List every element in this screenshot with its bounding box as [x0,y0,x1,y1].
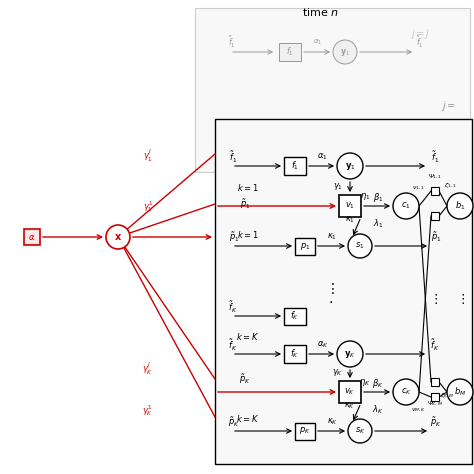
Text: $\eta_1$: $\eta_1$ [360,191,370,201]
Text: $\lambda_1$: $\lambda_1$ [373,218,383,230]
Text: $\gamma_K$: $\gamma_K$ [332,367,344,379]
Bar [215,119,472,464]
Text: $\eta_K$: $\eta_K$ [359,376,371,388]
Bar [431,393,439,401]
Bar [431,187,439,195]
Text: $\Psi_{K,M}$: $\Psi_{K,M}$ [427,400,443,408]
Circle shape [348,419,372,443]
Circle shape [348,234,372,258]
Text: $\beta_1$: $\beta_1$ [373,191,383,203]
Circle shape [447,193,473,219]
Text: $\kappa_K$: $\kappa_K$ [345,401,356,411]
Text: $\gamma_1^J$: $\gamma_1^J$ [143,148,153,164]
Text: $k = K$: $k = K$ [237,331,260,343]
Text: $\tilde{p}_K$: $\tilde{p}_K$ [239,372,251,386]
Bar [295,422,315,439]
Bar [284,345,306,363]
Text: $k = 1$: $k = 1$ [237,182,259,192]
Text: $\beta_K$: $\beta_K$ [372,376,384,390]
Bar [339,381,361,403]
Circle shape [337,153,363,179]
Text: $\kappa_1$: $\kappa_1$ [328,232,337,242]
Text: $p_1$: $p_1$ [300,240,310,252]
Text: $f_K$: $f_K$ [291,348,300,360]
Circle shape [337,341,363,367]
Text: $c_K$: $c_K$ [401,387,411,397]
Text: $\tilde{f}_1$: $\tilde{f}_1$ [431,149,439,164]
Text: $f_K$: $f_K$ [291,310,300,322]
Bar [295,237,315,255]
Text: $\nu_{1,1}$: $\nu_{1,1}$ [411,184,424,191]
Text: $s_1$: $s_1$ [355,241,365,251]
Text: $v_K$: $v_K$ [345,387,356,397]
Text: $\vdots$: $\vdots$ [456,292,465,306]
Bar [24,229,40,245]
Circle shape [393,193,419,219]
Text: $\alpha_1$: $\alpha_1$ [313,37,322,46]
Text: $k = K$: $k = K$ [237,413,260,425]
Text: $v_1$: $v_1$ [345,201,355,211]
Text: $s_K$: $s_K$ [355,426,365,436]
Text: $\tilde{f}_1$: $\tilde{f}_1$ [228,35,236,50]
Text: $p_K$: $p_K$ [299,426,311,437]
Text: $\nu_{M,K}$: $\nu_{M,K}$ [410,406,425,414]
Text: $\mathbf{y}_K$: $\mathbf{y}_K$ [344,348,356,359]
Text: $\tilde{f}_1$: $\tilde{f}_1$ [416,35,424,50]
Bar [431,378,439,386]
Circle shape [106,225,130,249]
Text: $\tilde{p}_1$: $\tilde{p}_1$ [431,230,441,244]
Text: $k = 1$: $k = 1$ [237,228,259,239]
Bar [339,195,361,217]
Text: $\tilde{p}_1$: $\tilde{p}_1$ [229,230,239,244]
Text: time $n$: time $n$ [301,6,338,18]
Text: $j =$: $j =$ [440,99,456,113]
Text: $\gamma_1^1$: $\gamma_1^1$ [143,200,153,214]
Text: $f_1$: $f_1$ [286,46,294,58]
Text: $\vdots$: $\vdots$ [428,292,438,306]
Text: $\kappa_1$: $\kappa_1$ [345,215,355,225]
Text: $\tilde{f}_K$: $\tilde{f}_K$ [228,300,237,315]
Text: $\alpha_1$: $\alpha_1$ [317,152,328,162]
Text: $\gamma_K^1$: $\gamma_K^1$ [142,403,154,419]
Text: $b_1$: $b_1$ [455,200,465,212]
Text: $\mathbf{y}_1$: $\mathbf{y}_1$ [340,46,350,57]
Text: $\tilde{p}_1$: $\tilde{p}_1$ [240,197,250,211]
Text: $\tilde{f}_K$: $\tilde{f}_K$ [228,337,237,353]
Text: $\zeta_{K,M}$: $\zeta_{K,M}$ [440,392,454,400]
Text: $f_1$: $f_1$ [291,160,299,172]
Bar [284,308,306,325]
Text: $j = J$: $j = J$ [410,27,430,41]
Circle shape [447,379,473,405]
Text: $\zeta_{1,1}$: $\zeta_{1,1}$ [444,182,456,190]
Text: $c_1$: $c_1$ [401,201,411,211]
Circle shape [393,379,419,405]
Text: $\lambda_K$: $\lambda_K$ [372,403,384,416]
Bar [431,212,439,220]
Circle shape [333,40,357,64]
Bar [284,157,306,175]
Bar [279,43,301,61]
Text: $\mathbf{x}$: $\mathbf{x}$ [114,232,122,242]
Text: $\tilde{f}_1$: $\tilde{f}_1$ [229,149,237,164]
Text: $\tilde{p}_K$: $\tilde{p}_K$ [228,415,240,429]
Text: $\tilde{p}_K$: $\tilde{p}_K$ [430,415,442,429]
Text: $b_M$: $b_M$ [454,386,466,398]
Bar [195,8,470,172]
Text: $.$: $.$ [328,292,332,306]
Text: $\mathbf{y}_1$: $\mathbf{y}_1$ [345,161,356,172]
Text: $\Psi_{1,1}$: $\Psi_{1,1}$ [428,173,442,181]
Text: $\kappa_K$: $\kappa_K$ [327,417,338,427]
Text: $\tilde{f}_K$: $\tilde{f}_K$ [430,337,440,353]
Text: $\alpha$: $\alpha$ [28,233,36,241]
Text: $\gamma_K^J$: $\gamma_K^J$ [142,361,154,377]
Text: $\gamma_1$: $\gamma_1$ [333,181,343,191]
Text: $\alpha_K$: $\alpha_K$ [317,340,328,350]
Text: $\vdots$: $\vdots$ [325,282,335,297]
